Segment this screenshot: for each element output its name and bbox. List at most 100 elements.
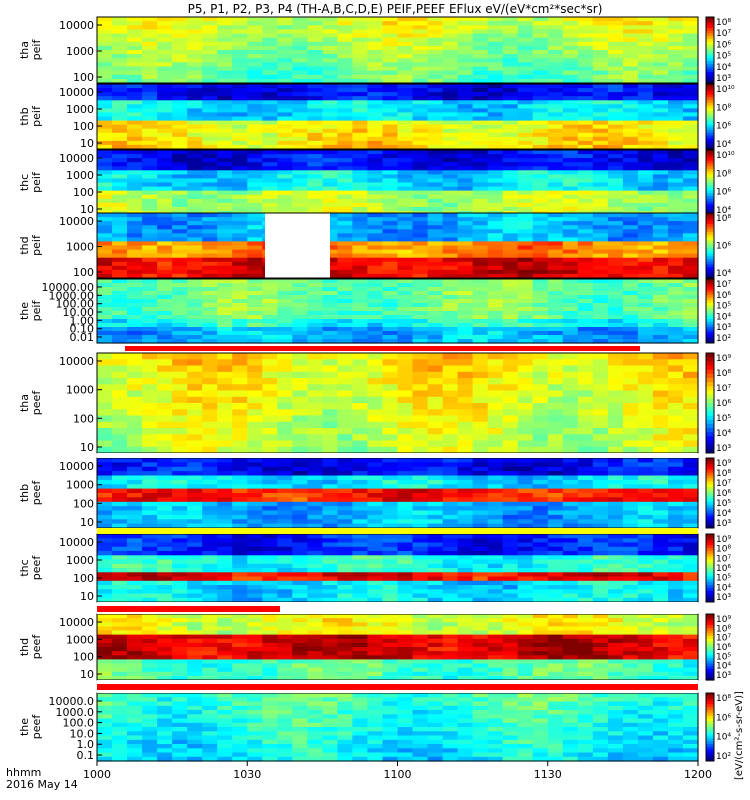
heatmap-cell (322, 265, 338, 271)
heatmap-cell (172, 84, 188, 89)
heatmap-cell (427, 229, 444, 234)
heatmap-cell (307, 428, 323, 435)
heatmap-cell (262, 390, 278, 398)
heatmap-cell (127, 378, 143, 385)
heatmap-cell (172, 58, 188, 63)
heatmap-cell (157, 295, 173, 300)
heatmap-cell (292, 475, 308, 481)
heatmap-cell (397, 96, 414, 101)
heatmap-cell (157, 124, 173, 130)
heatmap-cell (112, 170, 128, 175)
heatmap-cell (502, 84, 519, 89)
heatmap-cell (187, 458, 203, 463)
heatmap-cell (487, 17, 504, 22)
heatmap-cell (292, 384, 308, 392)
heatmap-cell (502, 434, 519, 442)
heatmap-cell (457, 245, 474, 251)
heatmap-cell (562, 170, 579, 175)
heatmap-cell (427, 233, 444, 238)
heatmap-cell (502, 458, 519, 463)
heatmap-cell (652, 466, 669, 472)
heatmap-cell (637, 178, 654, 184)
colorbar-step (706, 47, 714, 51)
heatmap-cell (487, 62, 504, 68)
heatmap-cell (112, 510, 128, 516)
heatmap-cell (322, 519, 338, 525)
heatmap-cell (382, 327, 399, 332)
heatmap-cell (157, 421, 173, 429)
heatmap-cell (217, 178, 233, 184)
heatmap-cell (652, 390, 669, 398)
heatmap-cell (337, 62, 353, 68)
heatmap-cell (532, 462, 549, 468)
heatmap-cell (142, 112, 158, 118)
heatmap-cell (472, 140, 489, 146)
heatmap-cell (487, 249, 504, 255)
heatmap-cell (157, 307, 173, 312)
colorbar-step (706, 213, 714, 217)
heatmap-cell (172, 96, 188, 101)
heatmap-cell (517, 182, 534, 188)
heatmap-cell (172, 45, 188, 51)
heatmap-cell (247, 488, 263, 494)
heatmap-cell (517, 225, 534, 230)
heatmap-cell (217, 585, 233, 590)
heatmap-cell (97, 70, 113, 76)
heatmap-cell (487, 458, 504, 463)
heatmap-cell (292, 33, 308, 39)
heatmap-cell (232, 217, 248, 222)
heatmap-cell (622, 403, 639, 410)
heatmap-cell (352, 202, 368, 208)
heatmap-cell (172, 475, 188, 481)
heatmap-cell (427, 17, 444, 22)
heatmap-cell (487, 471, 504, 477)
heatmap-cell (337, 409, 353, 417)
heatmap-cell (427, 178, 444, 184)
colorbar-step (706, 295, 714, 299)
heatmap-cell (127, 178, 143, 184)
heatmap-cell (457, 283, 474, 288)
heatmap-cell (487, 96, 504, 101)
heatmap-cell (97, 50, 113, 55)
heatmap-cell (112, 150, 128, 155)
heatmap-cell (412, 140, 429, 146)
heatmap-cell (292, 299, 308, 304)
heatmap-cell (442, 54, 459, 59)
heatmap-cell (547, 162, 564, 167)
heatmap-cell (457, 78, 474, 84)
heatmap-cell (547, 108, 564, 114)
colorbar-tick-label: 10⁷ (716, 384, 731, 394)
heatmap-cell (517, 29, 534, 35)
heatmap-cell (127, 371, 143, 379)
heatmap-cell (157, 92, 173, 97)
heatmap-cell (292, 428, 308, 435)
colorbar-step (706, 209, 714, 213)
heatmap-cell (247, 265, 263, 271)
heatmap-cell (202, 519, 218, 525)
heatmap-cell (457, 166, 474, 171)
heatmap-cell (172, 257, 188, 263)
heatmap-cell (112, 29, 128, 35)
colorbar-tick-label: 10⁴ (716, 140, 731, 150)
heatmap-cell (668, 287, 684, 292)
heatmap-cell (382, 479, 399, 485)
heatmap-cell (607, 194, 624, 200)
heatmap-cell (127, 331, 143, 336)
heatmap-cell (292, 323, 308, 328)
heatmap-cell (217, 471, 233, 477)
heatmap-cell (322, 506, 338, 512)
heatmap-cell (127, 303, 143, 308)
heatmap-cell (322, 523, 338, 529)
heatmap-cell (683, 78, 699, 84)
colorbar-step (706, 522, 714, 526)
heatmap-cell (502, 339, 519, 344)
heatmap-cell (127, 21, 143, 26)
heatmap-cell (97, 514, 113, 520)
heatmap-cell (127, 576, 143, 582)
heatmap-cell (367, 74, 383, 80)
heatmap-cell (652, 287, 669, 292)
heatmap-cell (397, 471, 414, 477)
heatmap-cell (457, 58, 474, 63)
heatmap-cell (487, 182, 504, 188)
heatmap-cell (427, 359, 444, 367)
